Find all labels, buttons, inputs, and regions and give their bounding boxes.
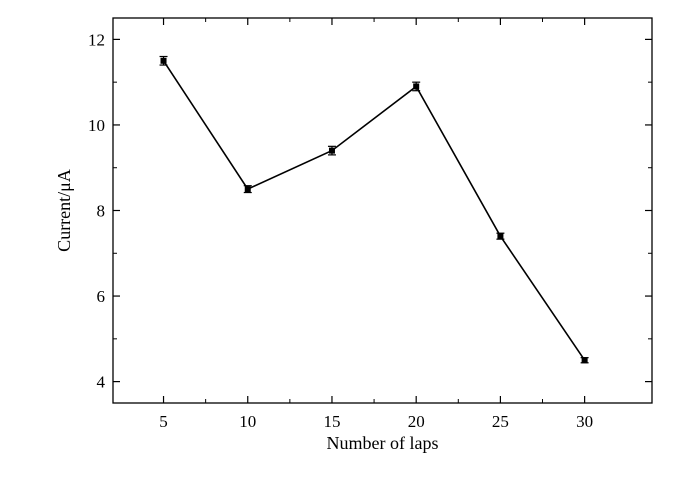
y-tick-label: 12 bbox=[88, 30, 105, 49]
tick-labels: 5 10 15 20 25 30 4 6 8 10 12 bbox=[88, 30, 593, 431]
x-axis-title: Number of laps bbox=[327, 433, 439, 453]
x-tick-label: 25 bbox=[492, 412, 509, 431]
data-point bbox=[160, 57, 167, 64]
x-tick-label: 5 bbox=[159, 412, 168, 431]
data-point bbox=[581, 357, 588, 364]
series-line bbox=[162, 60, 586, 361]
data-point bbox=[413, 83, 420, 90]
data-point bbox=[497, 233, 504, 240]
y-tick-label: 6 bbox=[97, 287, 106, 306]
data-point bbox=[244, 186, 251, 193]
axis-ticks bbox=[113, 18, 652, 403]
y-axis-title: Current/μA bbox=[54, 169, 74, 252]
data-point bbox=[328, 147, 335, 154]
y-tick-label: 10 bbox=[88, 116, 105, 135]
data-series bbox=[159, 55, 589, 364]
y-tick-label: 8 bbox=[97, 202, 106, 221]
x-tick-label: 20 bbox=[408, 412, 425, 431]
x-tick-label: 30 bbox=[576, 412, 593, 431]
x-tick-label: 10 bbox=[239, 412, 256, 431]
y-tick-label: 4 bbox=[97, 373, 106, 392]
x-tick-label: 15 bbox=[323, 412, 340, 431]
plot-frame bbox=[112, 17, 653, 404]
